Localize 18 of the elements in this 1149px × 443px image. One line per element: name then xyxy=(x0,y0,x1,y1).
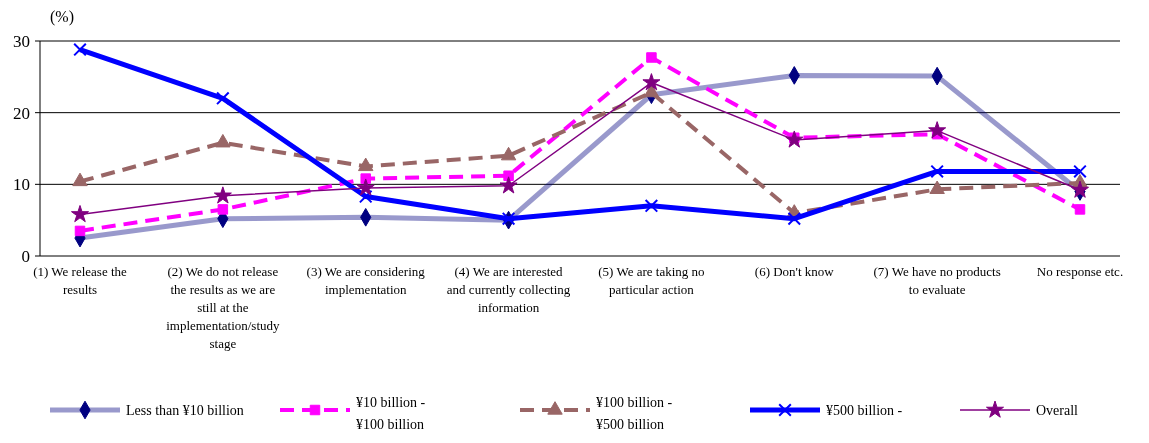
x-tick-label: (5) We are taking no particular action xyxy=(598,264,705,297)
legend-label: Less than ¥10 billion xyxy=(126,402,244,418)
y-tick-label: 20 xyxy=(13,103,30,123)
x-tick-label: (3) We are considering implementation xyxy=(306,264,426,297)
x-tick-label: (7) We have no products to evaluate xyxy=(873,264,1001,297)
x-tick-label: No response etc. xyxy=(1036,264,1124,279)
x-tick-label: (4) We are interested and currently collecting information xyxy=(446,264,571,315)
y-axis-title: (%) xyxy=(50,8,74,26)
x-tick-label: (1) We release the results xyxy=(33,264,128,297)
x-tick-label: (6) Don't know xyxy=(754,264,835,279)
legend-label: Overall xyxy=(1036,402,1079,418)
x-tick-label: (2) We do not release the results as we are still at the implementation/study stage xyxy=(166,264,281,351)
y-tick-label: 10 xyxy=(13,175,30,195)
y-tick-label: 0 xyxy=(21,246,30,266)
y-tick-label: 30 xyxy=(13,31,30,51)
legend-label: ¥100 billion - ¥500 billion xyxy=(596,394,673,432)
legend-label: ¥500 billion - xyxy=(826,402,903,418)
legend-label: ¥10 billion - ¥100 billion xyxy=(356,394,426,432)
